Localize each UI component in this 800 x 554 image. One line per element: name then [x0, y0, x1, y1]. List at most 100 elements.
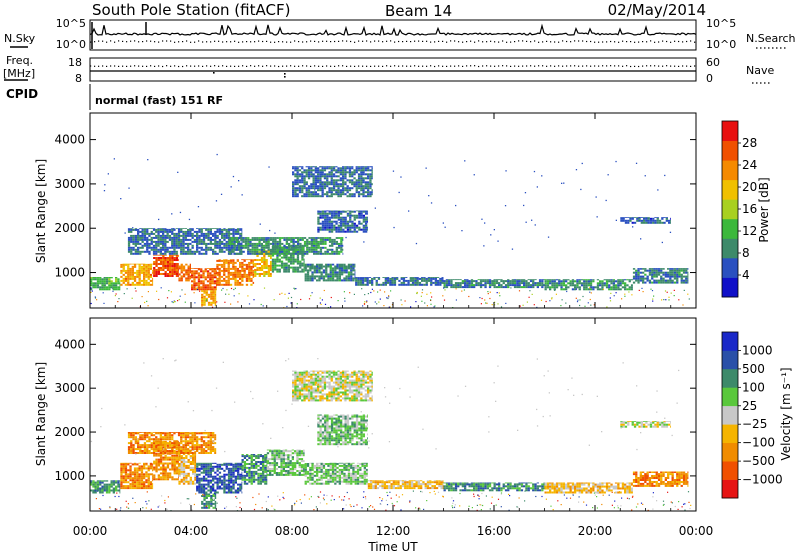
power-cell-16	[335, 175, 338, 178]
freq-outlier	[284, 73, 286, 75]
power-cell-14	[301, 238, 304, 241]
power-cell-14	[274, 250, 277, 253]
power-cell-6	[263, 273, 266, 275]
power-cell-13	[177, 240, 181, 243]
power-cell-13	[130, 238, 133, 241]
power-cell-1	[120, 283, 123, 286]
power-cell-9	[377, 277, 381, 278]
power-colorbar-swatch	[722, 238, 738, 259]
nave-series-point	[386, 65, 388, 67]
power-cell-2	[178, 275, 179, 277]
power-cell-9	[375, 283, 378, 286]
power-cell-16	[305, 171, 308, 174]
power-cell-9	[414, 277, 417, 280]
power-cell-10	[513, 279, 517, 281]
power-cell-13	[137, 252, 140, 255]
power-cell-13	[164, 250, 167, 253]
velocity-cell-2	[159, 458, 163, 461]
power-cell-13	[146, 230, 149, 233]
power-cell-2	[173, 269, 176, 271]
power-cell-18	[210, 303, 213, 306]
velocity-cell-2	[169, 474, 172, 477]
power-scatter	[188, 218, 191, 221]
power-speckle	[587, 302, 589, 304]
power-cell-11	[567, 286, 570, 289]
power-speckle	[238, 293, 240, 295]
velocity-cell-3	[178, 459, 181, 461]
velocity-cell-4	[237, 491, 240, 494]
power-cell-12	[655, 273, 658, 276]
power-cell-16	[355, 181, 358, 184]
power-cell-3	[187, 265, 190, 268]
velocity-cell-0	[108, 487, 111, 490]
velocity-cell-2	[173, 472, 176, 475]
power-cell-17	[629, 217, 632, 220]
power-cell-14	[281, 242, 284, 245]
power-cell-8	[325, 273, 328, 276]
power-cell-10	[498, 286, 501, 289]
power-scatter	[497, 240, 499, 242]
power-cell-13	[214, 244, 217, 247]
power-cell-14	[233, 242, 236, 245]
power-cell-13	[180, 238, 183, 241]
power-cell-12	[644, 269, 647, 272]
velocity-cell-1	[147, 469, 150, 472]
power-cell-1	[129, 283, 132, 286]
power-cell-4	[197, 282, 201, 285]
power-speckle	[494, 301, 496, 303]
power-cell-8	[341, 267, 344, 270]
power-cell-1	[140, 267, 144, 270]
power-cell-13	[221, 236, 224, 239]
power-speckle	[158, 298, 160, 301]
velocity-cell-1	[127, 469, 130, 472]
nave-series-point	[162, 65, 164, 68]
power-cell-13	[141, 244, 144, 247]
power-cell-4	[195, 284, 198, 287]
power-cell-7	[301, 254, 304, 257]
power-cell-3	[178, 267, 181, 270]
power-scatter	[595, 196, 597, 198]
power-cell-1	[138, 269, 141, 272]
power-cell-8	[309, 265, 312, 268]
power-scatter	[259, 223, 261, 225]
power-cell-13	[207, 246, 210, 249]
nsearch-series-point	[126, 41, 128, 43]
power-cell-18	[203, 297, 206, 300]
power-cell-12	[685, 268, 688, 270]
power-cell-14	[253, 248, 257, 251]
freq-outlier	[284, 76, 286, 78]
power-cell-7	[287, 260, 290, 263]
power-cell-16	[303, 183, 306, 186]
power-cell-7	[299, 264, 302, 267]
velocity-cell-1	[133, 467, 137, 470]
power-cell-4	[191, 268, 194, 269]
nave-series-point	[410, 65, 412, 67]
velocity-cell-4	[225, 463, 228, 466]
power-cell-13	[182, 252, 185, 255]
power-cell-4	[204, 286, 207, 289]
velocity-cell-0	[105, 480, 109, 482]
velocity-cell-2	[173, 458, 176, 461]
nsearch-series-point	[262, 40, 264, 43]
power-cell-13	[212, 242, 215, 245]
power-colorbar-swatch	[722, 179, 738, 200]
velocity-cell-2	[169, 476, 172, 479]
power-speckle	[651, 290, 654, 292]
power-cell-16	[301, 175, 304, 178]
power-cell-14	[338, 246, 341, 249]
nave-series-point	[402, 65, 404, 67]
power-cell-14	[249, 248, 252, 251]
power-cell-9	[434, 277, 437, 278]
power-cell-10	[493, 280, 496, 283]
power-cell-13	[189, 250, 192, 253]
power-cell-11	[624, 279, 627, 281]
power-cell-14	[235, 237, 238, 239]
power-cell-12	[669, 269, 672, 272]
power-cell-11	[560, 286, 563, 289]
power-cell-15	[351, 222, 354, 225]
power-cell-13	[173, 240, 176, 243]
power-cell-10	[461, 280, 464, 283]
power-cell-13	[127, 238, 131, 241]
power-cell-13	[180, 230, 183, 233]
nave-series-point	[586, 65, 588, 67]
